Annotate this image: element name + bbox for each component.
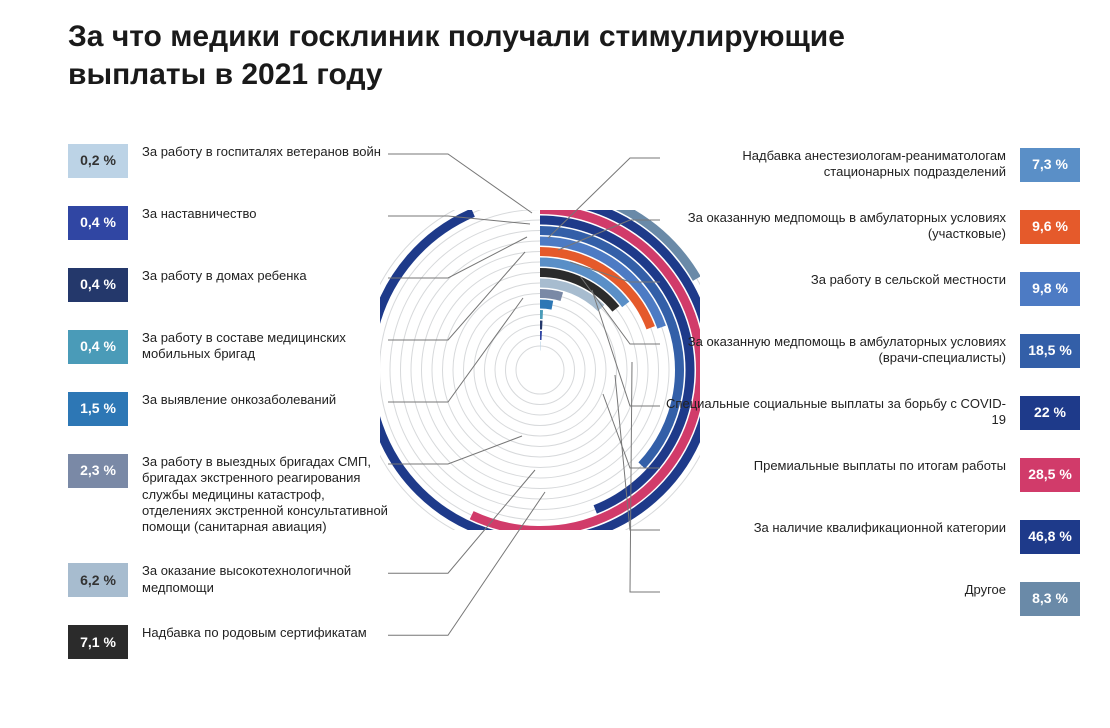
legend-item-child_home: 0,4 % За работу в домах ребенка: [68, 268, 388, 302]
legend-label: За работу в госпиталях ветеранов войн: [142, 144, 381, 160]
legend-right: 7,3 % Надбавка анестезиологам-реаниматоло…: [660, 148, 1080, 644]
legend-label: За выявление онкозаболеваний: [142, 392, 336, 408]
pct-badge: 0,4 %: [68, 268, 128, 302]
pct-badge: 0,2 %: [68, 144, 128, 178]
pct-badge: 7,1 %: [68, 625, 128, 659]
pct-badge: 18,5 %: [1020, 334, 1080, 368]
legend-label: За работу в составе медицинских мобильны…: [142, 330, 388, 363]
legend-label: За оказанную медпомощь в амбулаторных ус…: [666, 210, 1006, 243]
legend-label: За наличие квалификационной категории: [754, 520, 1006, 536]
legend-item-covid: 22 % Специальные социальные выплаты за бо…: [660, 396, 1080, 430]
legend-item-ambul_spec: 18,5 % За оказанную медпомощь в амбулатор…: [660, 334, 1080, 368]
legend-item-qualification: 46,8 % За наличие квалификационной катего…: [660, 520, 1080, 554]
pct-badge: 0,4 %: [68, 206, 128, 240]
pct-badge: 2,3 %: [68, 454, 128, 488]
legend-item-mentorship: 0,4 % За наставничество: [68, 206, 388, 240]
legend-item-other: 8,3 % Другое: [660, 582, 1080, 616]
legend-label: Надбавка по родовым сертификатам: [142, 625, 367, 641]
pct-badge: 9,8 %: [1020, 272, 1080, 306]
legend-label: Надбавка анестезиологам-реаниматологам с…: [666, 148, 1006, 181]
legend-item-emerg_brig: 2,3 % За работу в выездных бригадах СМП, …: [68, 454, 388, 535]
pct-badge: 7,3 %: [1020, 148, 1080, 182]
pct-badge: 0,4 %: [68, 330, 128, 364]
legend-item-ambul_local: 9,6 % За оказанную медпомощь в амбулаторн…: [660, 210, 1080, 244]
legend-item-hightech: 6,2 % За оказание высокотехнологичной мед…: [68, 563, 388, 597]
pct-badge: 9,6 %: [1020, 210, 1080, 244]
legend-label: За работу в выездных бригадах СМП, брига…: [142, 454, 388, 535]
legend-left: 0,2 % За работу в госпиталях ветеранов во…: [68, 144, 388, 687]
pct-badge: 1,5 %: [68, 392, 128, 426]
legend-label: За оказание высокотехнологичной медпомощ…: [142, 563, 388, 596]
legend-item-rural: 9,8 % За работу в сельской местности: [660, 272, 1080, 306]
legend-item-veterans: 0,2 % За работу в госпиталях ветеранов во…: [68, 144, 388, 178]
ring-emerg_brig: [540, 294, 562, 297]
page-title: За что медики госклиник получали стимули…: [68, 18, 848, 93]
pct-badge: 46,8 %: [1020, 520, 1080, 554]
legend-label: За наставничество: [142, 206, 256, 222]
ring-oncology: [540, 304, 552, 305]
legend-label: Другое: [965, 582, 1006, 598]
radial-bar-chart: [380, 210, 700, 530]
legend-label: За работу в домах ребенка: [142, 268, 307, 284]
legend-item-birth_cert: 7,1 % Надбавка по родовым сертификатам: [68, 625, 388, 659]
pct-badge: 28,5 %: [1020, 458, 1080, 492]
legend-label: За работу в сельской местности: [811, 272, 1006, 288]
legend-label: Специальные социальные выплаты за борьбу…: [666, 396, 1006, 429]
legend-item-mobile_brig: 0,4 % За работу в составе медицинских моб…: [68, 330, 388, 364]
legend-item-oncology: 1,5 % За выявление онкозаболеваний: [68, 392, 388, 426]
pct-badge: 8,3 %: [1020, 582, 1080, 616]
legend-item-anesth: 7,3 % Надбавка анестезиологам-реаниматоло…: [660, 148, 1080, 182]
legend-label: За оказанную медпомощь в амбулаторных ус…: [666, 334, 1006, 367]
pct-badge: 6,2 %: [68, 563, 128, 597]
legend-item-bonus: 28,5 % Премиальные выплаты по итогам рабо…: [660, 458, 1080, 492]
pct-badge: 22 %: [1020, 396, 1080, 430]
legend-label: Премиальные выплаты по итогам работы: [754, 458, 1006, 474]
